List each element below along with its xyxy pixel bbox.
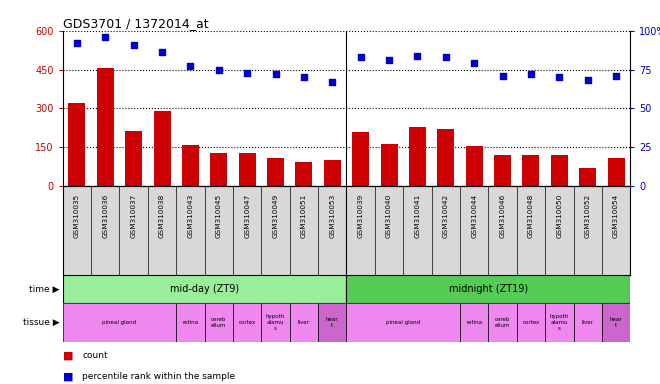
Text: GSM310036: GSM310036 — [102, 193, 108, 238]
Point — [156, 50, 167, 56]
Point — [469, 60, 479, 66]
Point — [327, 79, 337, 85]
Point — [582, 78, 593, 84]
Point — [383, 57, 394, 63]
Point — [185, 63, 195, 70]
Text: hypoth
alamu
s: hypoth alamu s — [550, 314, 569, 331]
Point — [72, 40, 82, 46]
Text: ■: ■ — [63, 371, 73, 381]
Point — [554, 74, 564, 81]
FancyBboxPatch shape — [545, 303, 574, 342]
Text: GSM310049: GSM310049 — [273, 193, 279, 238]
Text: retina: retina — [466, 320, 482, 325]
FancyBboxPatch shape — [63, 303, 176, 342]
Text: midnight (ZT19): midnight (ZT19) — [449, 284, 528, 294]
Text: GDS3701 / 1372014_at: GDS3701 / 1372014_at — [63, 17, 209, 30]
Bar — [494, 155, 511, 186]
Text: GSM310035: GSM310035 — [74, 193, 80, 238]
Text: GSM310054: GSM310054 — [613, 193, 619, 238]
FancyBboxPatch shape — [261, 303, 290, 342]
Text: ■: ■ — [63, 350, 73, 360]
FancyBboxPatch shape — [488, 303, 517, 342]
Bar — [438, 129, 454, 186]
Bar — [154, 111, 170, 186]
Text: hear
t: hear t — [326, 317, 339, 328]
Text: GSM310046: GSM310046 — [500, 193, 506, 238]
Bar — [267, 158, 284, 186]
Text: GSM310040: GSM310040 — [386, 193, 392, 238]
FancyBboxPatch shape — [602, 303, 630, 342]
FancyBboxPatch shape — [346, 303, 460, 342]
Text: retina: retina — [182, 320, 199, 325]
FancyBboxPatch shape — [517, 303, 545, 342]
Text: GSM310042: GSM310042 — [443, 193, 449, 238]
Point — [412, 53, 422, 59]
FancyBboxPatch shape — [205, 303, 233, 342]
Text: GSM310050: GSM310050 — [556, 193, 562, 238]
Text: hypoth
alamu
s: hypoth alamu s — [266, 314, 285, 331]
Bar — [466, 146, 482, 186]
Bar — [182, 145, 199, 186]
Text: liver: liver — [298, 320, 310, 325]
Text: GSM310053: GSM310053 — [329, 193, 335, 238]
Text: cereb
ellum: cereb ellum — [211, 317, 226, 328]
Bar — [409, 127, 426, 186]
Text: cortex: cortex — [522, 320, 540, 325]
Text: time ▶: time ▶ — [29, 285, 59, 293]
Text: GSM310044: GSM310044 — [471, 193, 477, 238]
Text: GSM310041: GSM310041 — [414, 193, 420, 238]
FancyBboxPatch shape — [63, 275, 346, 303]
Text: tissue ▶: tissue ▶ — [23, 318, 59, 327]
Text: GSM310043: GSM310043 — [187, 193, 193, 238]
Text: GSM310048: GSM310048 — [528, 193, 534, 238]
Bar — [324, 161, 341, 186]
Bar — [608, 158, 624, 186]
Bar — [69, 103, 85, 186]
Bar — [97, 68, 114, 186]
Point — [525, 71, 536, 77]
Point — [440, 54, 451, 60]
Point — [242, 70, 252, 76]
Point — [213, 66, 224, 73]
Text: count: count — [82, 351, 108, 360]
Text: cortex: cortex — [238, 320, 256, 325]
Text: GSM310037: GSM310037 — [131, 193, 137, 238]
Bar — [296, 162, 312, 186]
Bar — [381, 144, 397, 186]
Point — [100, 34, 111, 40]
Point — [610, 73, 621, 79]
Point — [128, 41, 139, 48]
Point — [355, 54, 366, 60]
Point — [298, 74, 309, 81]
FancyBboxPatch shape — [233, 303, 261, 342]
Bar — [352, 132, 369, 186]
Point — [497, 73, 508, 79]
Bar — [523, 155, 539, 186]
Text: GSM310039: GSM310039 — [358, 193, 364, 238]
Text: GSM310047: GSM310047 — [244, 193, 250, 238]
Text: GSM310045: GSM310045 — [216, 193, 222, 238]
FancyBboxPatch shape — [290, 303, 318, 342]
FancyBboxPatch shape — [176, 303, 205, 342]
FancyBboxPatch shape — [318, 303, 346, 342]
Point — [270, 71, 280, 77]
FancyBboxPatch shape — [460, 303, 488, 342]
FancyBboxPatch shape — [346, 275, 630, 303]
Bar — [579, 168, 596, 186]
Text: pineal gland: pineal gland — [386, 320, 420, 325]
Text: GSM310038: GSM310038 — [159, 193, 165, 238]
Text: GSM310051: GSM310051 — [301, 193, 307, 238]
Text: GSM310052: GSM310052 — [585, 193, 591, 238]
Text: percentile rank within the sample: percentile rank within the sample — [82, 372, 236, 381]
Text: liver: liver — [582, 320, 593, 325]
Bar — [211, 152, 227, 186]
Text: hear
t: hear t — [610, 317, 622, 328]
Bar — [239, 152, 255, 186]
Text: pineal gland: pineal gland — [102, 320, 137, 325]
Bar — [125, 131, 142, 186]
Bar — [551, 155, 568, 186]
Text: mid-day (ZT9): mid-day (ZT9) — [170, 284, 239, 294]
Text: cereb
ellum: cereb ellum — [495, 317, 510, 328]
FancyBboxPatch shape — [574, 303, 602, 342]
